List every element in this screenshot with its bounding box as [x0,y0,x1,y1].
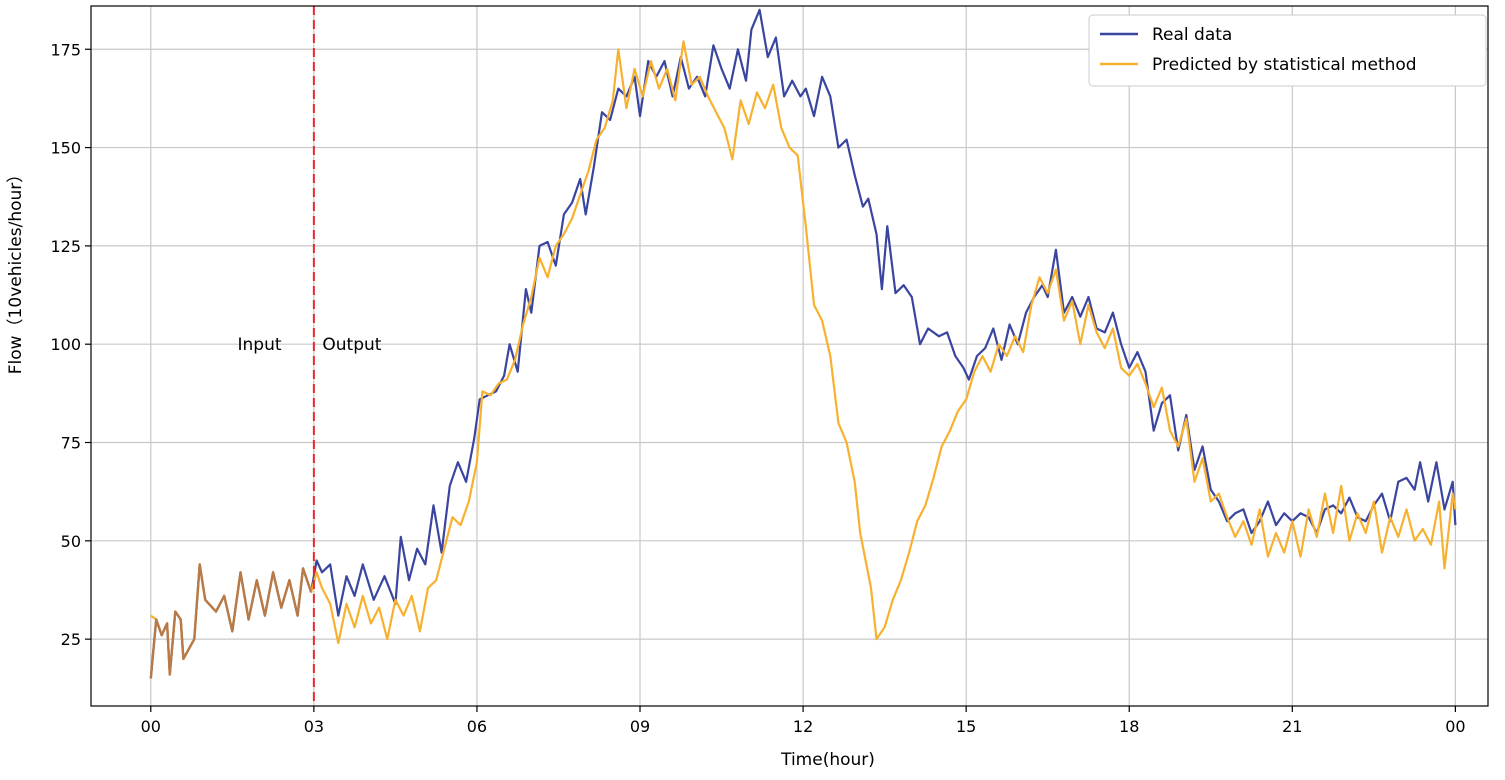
x-tick-label: 00 [1445,717,1465,736]
y-tick-label: 175 [50,40,81,59]
series-line-predicted [150,40,1457,676]
x-tick-label: 09 [630,717,650,736]
x-tick-label: 21 [1282,717,1302,736]
legend-label-predicted: Predicted by statistical method [1152,55,1417,75]
y-tick-label: 50 [61,532,81,551]
y-tick-label: 150 [50,139,81,158]
x-axis-label: Time(hour) [780,750,875,770]
series-line-input-overlap [149,563,313,679]
legend-label-real: Real data [1152,25,1232,45]
y-tick-label: 25 [61,630,81,649]
series-line-real-data [149,8,1457,679]
plot-background [91,6,1488,706]
plot-frame [90,5,1489,707]
axis-ticks: 00 03 06 09 12 15 18 21 00 25 50 75 100 125 150 175 [50,40,1465,736]
series-lines [149,8,1457,679]
y-tick-label: 75 [61,434,81,453]
legend-box [1088,14,1487,87]
x-tick-label: 18 [1119,717,1139,736]
annotation-output: Output [322,335,381,355]
x-tick-label: 00 [141,717,161,736]
x-tick-label: 06 [467,717,487,736]
x-tick-label: 03 [304,717,324,736]
legend: Real data Predicted by statistical metho… [1088,14,1487,87]
x-tick-label: 15 [956,717,976,736]
y-axis-label: Flow（10vehicles/hour） [6,166,26,375]
annotation-input: Input [237,335,281,355]
grid-lines [91,6,1488,706]
y-tick-label: 125 [50,237,81,256]
y-tick-label: 100 [50,335,81,354]
x-tick-label: 12 [793,717,813,736]
